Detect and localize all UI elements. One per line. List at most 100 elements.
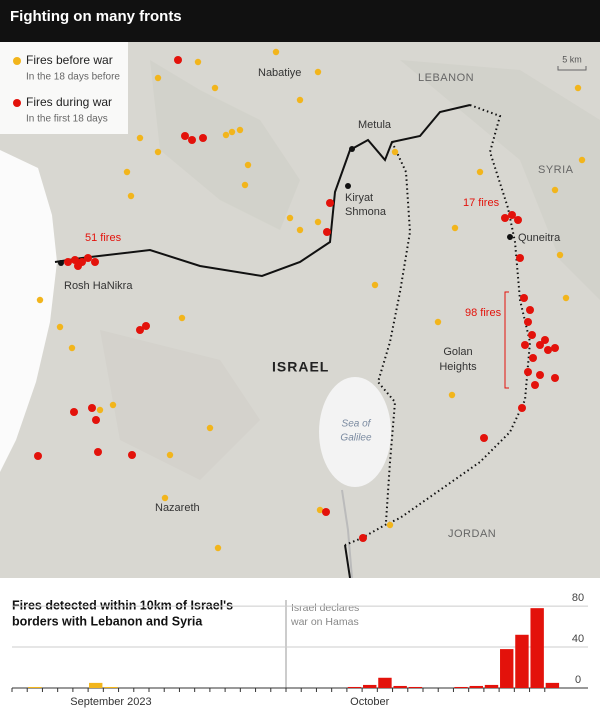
fire-annotation: 17 fires (463, 197, 500, 209)
chart-annotation: war on Hamas (290, 616, 359, 628)
legend-label: Fires during war (26, 95, 112, 109)
fire-during (529, 354, 537, 362)
fire-during (551, 374, 559, 382)
fire-before (371, 281, 379, 289)
fire-during (34, 452, 42, 460)
fire-before (154, 74, 162, 82)
country-label: ISRAEL (272, 359, 329, 375)
fire-during (516, 254, 524, 262)
fire-before (562, 294, 570, 302)
fire-before (211, 84, 219, 92)
bar (515, 634, 529, 688)
place-label: Quneitra (518, 232, 561, 244)
fire-during (323, 228, 331, 236)
fire-before (434, 318, 442, 326)
legend-note: In the first 18 days (26, 114, 108, 125)
country-label: LEBANON (418, 72, 474, 84)
fire-before (272, 48, 280, 56)
fire-before (127, 192, 135, 200)
bar (89, 682, 103, 688)
fire-during (91, 258, 99, 266)
fire-during (136, 326, 144, 334)
fire-during (71, 256, 79, 264)
fire-annotation: 98 fires (465, 307, 502, 319)
scale-bar (557, 66, 587, 71)
fire-during (551, 344, 559, 352)
legend-note: In the 18 days before (26, 72, 120, 83)
fire-before (578, 156, 586, 164)
bar (378, 677, 392, 688)
fire-before (178, 314, 186, 322)
fire-during (524, 368, 532, 376)
fire-during (174, 56, 182, 64)
bar (363, 684, 377, 688)
fire-during (128, 451, 136, 459)
fire-during (64, 258, 72, 266)
terrain (150, 60, 300, 230)
fire-before (314, 218, 322, 226)
fire-during (322, 508, 330, 516)
terrain (100, 330, 260, 480)
fire-before (296, 226, 304, 234)
chart-title: Fires detected within 10km of Israel's (12, 598, 233, 612)
x-tick-label: September 2023 (70, 696, 151, 708)
place-label: Heights (439, 361, 477, 373)
fire-during (536, 341, 544, 349)
water-label: Sea of (342, 419, 372, 430)
country-label: SYRIA (538, 164, 574, 176)
fire-before (551, 186, 559, 194)
fire-before (68, 344, 76, 352)
fire-before (154, 148, 162, 156)
fire-before (476, 168, 484, 176)
fire-during (142, 322, 150, 330)
river (341, 489, 353, 579)
fire-during (88, 404, 96, 412)
fire-during (514, 216, 522, 224)
place-label: Rosh HaNikra (64, 280, 133, 292)
place-label: Nabatiye (258, 67, 301, 79)
fire-during (181, 132, 189, 140)
bar (484, 684, 499, 688)
water-label: Galilee (340, 433, 372, 444)
chart-title: borders with Lebanon and Syria (12, 614, 203, 628)
fire-before (286, 214, 294, 222)
fire-dots (13, 48, 586, 552)
y-tick-label: 40 (572, 633, 584, 645)
fire-during (508, 211, 516, 219)
terrain (400, 60, 600, 300)
bar (347, 686, 362, 688)
bar (408, 686, 423, 688)
fire-annotation: 51 fires (85, 232, 122, 244)
fire-before (316, 506, 324, 514)
fire-during (74, 262, 82, 270)
fire-before (574, 84, 582, 92)
y-tick-label: 80 (572, 592, 584, 604)
place-label: Nazareth (155, 502, 200, 514)
fire-during (528, 331, 536, 339)
fire-before (166, 451, 174, 459)
fire-before (36, 296, 44, 304)
fire-before (109, 401, 117, 409)
fire-during (536, 371, 544, 379)
city-dot (349, 146, 355, 152)
fire-during (84, 254, 92, 262)
fire-during (541, 336, 549, 344)
bracket (504, 291, 509, 389)
fire-during (188, 136, 196, 144)
bar (393, 685, 407, 688)
fire-before (448, 391, 456, 399)
scale-label: 5 km (562, 54, 582, 64)
city-dot (345, 183, 351, 189)
fire-before (314, 68, 322, 76)
x-tick-label: October (350, 696, 389, 708)
place-label: Golan (443, 346, 472, 358)
legend-swatch (13, 99, 21, 107)
fire-before (244, 161, 252, 169)
legend-panel (0, 42, 128, 134)
fire-before (214, 544, 222, 552)
fire-before (296, 96, 304, 104)
bar-chart: 0 40 80 September 2023 October (11, 592, 588, 708)
place-label: Kiryat (345, 192, 373, 204)
fire-during (326, 199, 334, 207)
